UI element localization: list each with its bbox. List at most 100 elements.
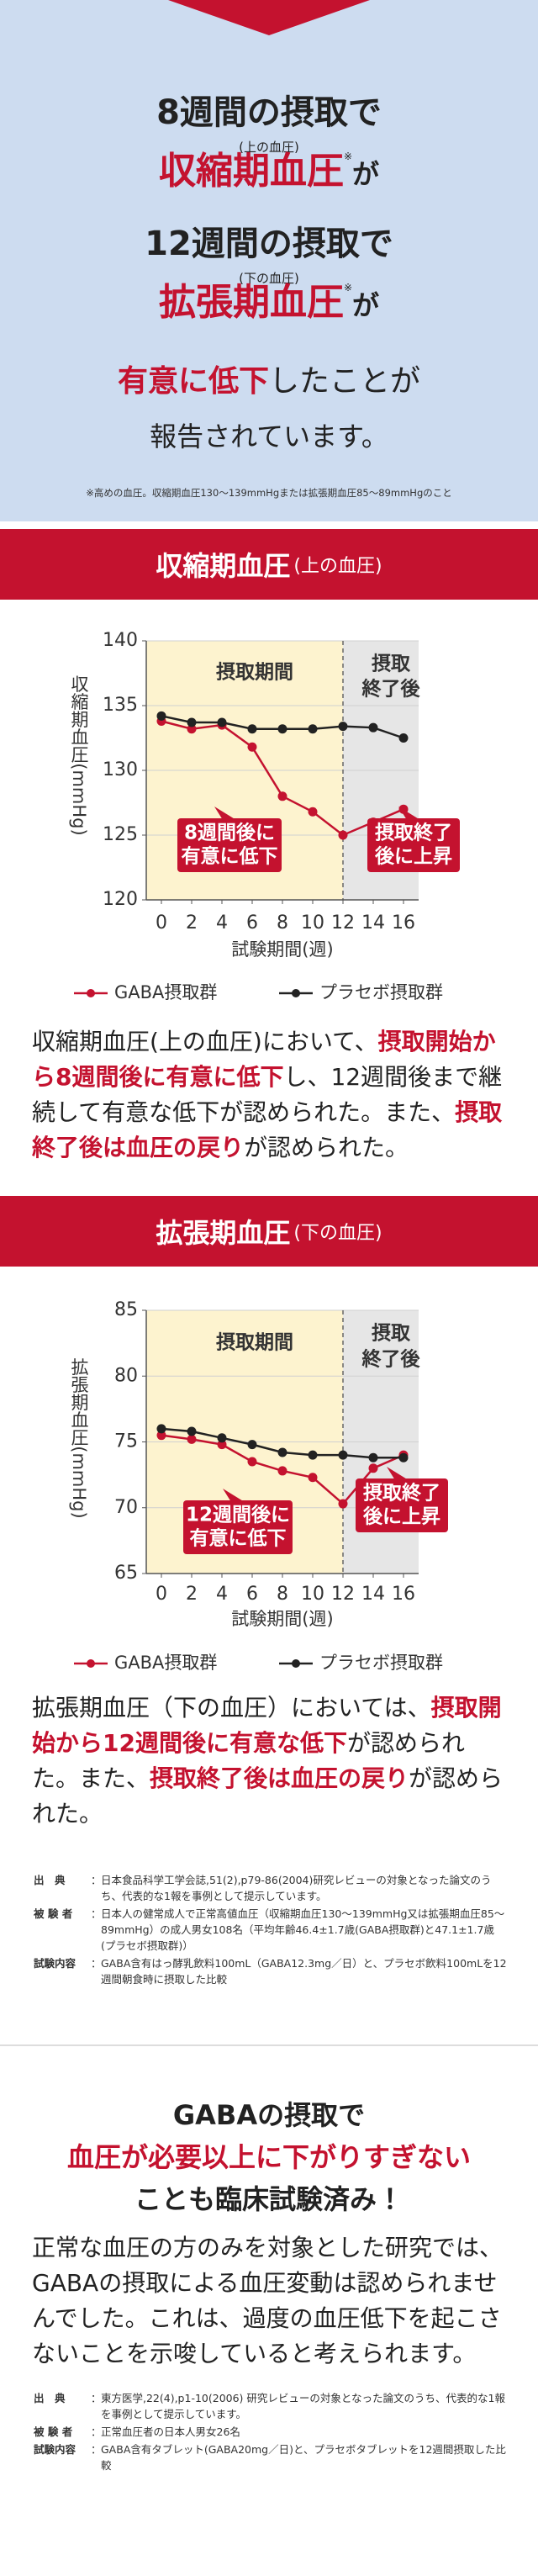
x-tick-label: 14	[361, 912, 385, 934]
data-point	[338, 1499, 348, 1509]
x-axis-label: 試験期間(週)	[231, 939, 333, 960]
x-tick-label: 4	[216, 1584, 228, 1605]
data-point	[398, 1452, 409, 1463]
intro-mark: ※	[343, 282, 353, 294]
y-tick-label: 125	[103, 824, 138, 845]
separator: ：	[91, 2443, 102, 2456]
annotation-text: 摂取終了	[363, 1482, 440, 1505]
x-tick-label: 4	[216, 912, 228, 934]
chevron	[168, 0, 370, 35]
y-axis-label: 拡張期血圧(mmHg)	[69, 1357, 89, 1518]
x-tick-label: 0	[156, 912, 167, 934]
data-point	[247, 742, 257, 752]
legend-label: GABA摂取群	[114, 1653, 217, 1673]
annotation-text: 後に上昇	[374, 845, 452, 868]
y-tick-label: 75	[114, 1431, 138, 1452]
legend-marker	[292, 1659, 300, 1668]
reference-label: 出 典	[34, 2392, 66, 2404]
reference-label: 出 典	[34, 1874, 66, 1886]
highlight-text: 摂取開始から12週間後に有意な低下	[32, 1694, 502, 1757]
annotation-text: 後に上昇	[362, 1505, 440, 1528]
annotation-text: 8週間後に	[184, 822, 275, 844]
phase-label: 摂取	[372, 1323, 411, 1345]
annotation-text: 有意に低下	[182, 845, 278, 868]
references: 出 典 ： 東方医学,22(4),p1-10(2006) 研究レビューの対象となった…	[34, 2390, 508, 2475]
annotation-pointer	[387, 1467, 409, 1480]
legend-label: プラセボ摂取群	[319, 1653, 443, 1673]
conclusion-line: GABAの摂取で	[172, 2099, 366, 2131]
reference-label: 被 験 者	[34, 2425, 73, 2438]
y-axis-label: 収縮期血圧(mmHg)	[69, 674, 89, 835]
intro-tail: が	[352, 289, 380, 321]
reference-label: 試験内容	[34, 2443, 76, 2456]
x-tick-label: 8	[277, 1584, 288, 1605]
intro-term: 収縮期血圧	[158, 150, 344, 193]
highlight-text: 摂取終了後は血圧の戻り	[150, 1764, 409, 1792]
intro-tail: が	[352, 158, 380, 190]
separator: ：	[91, 2425, 102, 2438]
phase-label: 摂取期間	[216, 662, 293, 684]
data-point	[338, 722, 348, 732]
intro-line: 12週間の摂取で	[145, 225, 393, 263]
annotation-pointer	[398, 807, 420, 820]
text: し、12週間後まで継続して有意な低下が認められた。また、	[32, 1063, 503, 1126]
data-point	[217, 1440, 227, 1450]
intro-note: (上の血圧)	[239, 140, 299, 155]
separator: ：	[91, 1874, 102, 1886]
data-point	[187, 1426, 197, 1436]
reference-row: 出 典 ：東方医学,22(4),p1-10(2006) 研究レビューの対象となった…	[34, 2390, 508, 2422]
separator: ：	[91, 1907, 102, 1920]
reference-row: 被 験 者 ：日本人の健常成人で正常高値血圧（収縮期血圧130〜139mmHg又は…	[34, 1906, 508, 1954]
reference-text: 東方医学,22(4),p1-10(2006) 研究レビューの対象となった論文のう…	[101, 2392, 505, 2420]
x-tick-label: 14	[361, 1584, 385, 1605]
y-tick-label: 135	[103, 695, 138, 716]
data-point	[247, 724, 257, 734]
data-point	[277, 1466, 287, 1476]
annotation-pointer	[214, 807, 236, 820]
reference-row: 被 験 者 ：正常血圧者の日本人男女26名	[34, 2424, 508, 2440]
reference-text: 日本食品科学工学会誌,51(2),p79-86(2004)研究レビューの対象とな…	[101, 1874, 492, 1902]
x-tick-label: 6	[246, 912, 258, 934]
x-tick-label: 0	[156, 1584, 167, 1605]
data-point	[277, 791, 287, 801]
data-point	[187, 717, 197, 727]
data-point	[308, 1473, 318, 1483]
annotation-text: 摂取終了	[375, 822, 452, 844]
intro-mark: ※	[343, 151, 353, 162]
reference-text: GABA含有はっ酵乳飲料100mL（GABA12.3mg／日）と、プラセボ飲料1…	[101, 1957, 507, 1986]
annotation-text: 12週間後に	[186, 1504, 290, 1526]
intro-term-line: 拡張期血圧※が	[0, 282, 538, 323]
legend-label: プラセボ摂取群	[319, 982, 443, 1002]
data-point	[308, 807, 318, 817]
data-point	[308, 724, 318, 734]
data-point	[338, 830, 348, 840]
phase-label: 摂取期間	[216, 1332, 293, 1354]
text: が認められた。	[32, 1764, 504, 1828]
annotation-box	[367, 818, 460, 872]
section-title: 収縮期血圧	[156, 550, 291, 582]
intro-emphasis: 有意に低下	[117, 364, 269, 399]
intro-footnote: ※高めの血圧。収縮期血圧130〜139mmHgまたは拡張期血圧85〜89mmHg…	[86, 487, 452, 499]
x-tick-label: 10	[301, 1584, 324, 1605]
reference-text: 正常血圧者の日本人男女26名	[101, 2425, 240, 2438]
data-point	[187, 1434, 197, 1444]
text: 拡張期血圧（下の血圧）においては、	[32, 1694, 431, 1722]
legend-marker	[87, 1659, 95, 1668]
divider	[0, 2044, 538, 2046]
separator: ：	[91, 1957, 102, 1970]
conclusion-line: ことも臨床試験済み！	[134, 2183, 404, 2215]
legend-label: GABA摂取群	[114, 982, 217, 1002]
reference-row: 試験内容 ： GABA含有はっ酵乳飲料100mL（GABA12.3mg／日）と、プラ…	[34, 1955, 508, 1987]
paragraph: 拡張期血圧（下の血圧）においては、摂取開始から12週間後に有意な低下が認められた…	[32, 1690, 508, 1832]
text: が認められた。また、	[32, 1729, 465, 1792]
data-point	[156, 711, 166, 721]
data-point	[277, 724, 287, 734]
x-tick-label: 2	[186, 912, 198, 934]
legend-marker	[292, 989, 300, 997]
x-tick-label: 16	[392, 912, 415, 934]
annotation-box	[356, 1478, 448, 1532]
data-point	[217, 717, 227, 727]
data-point	[398, 733, 409, 743]
paragraph: 収縮期血圧(上の血圧)において、摂取開始から8週間後に有意に低下し、12週間後ま…	[32, 1024, 508, 1166]
